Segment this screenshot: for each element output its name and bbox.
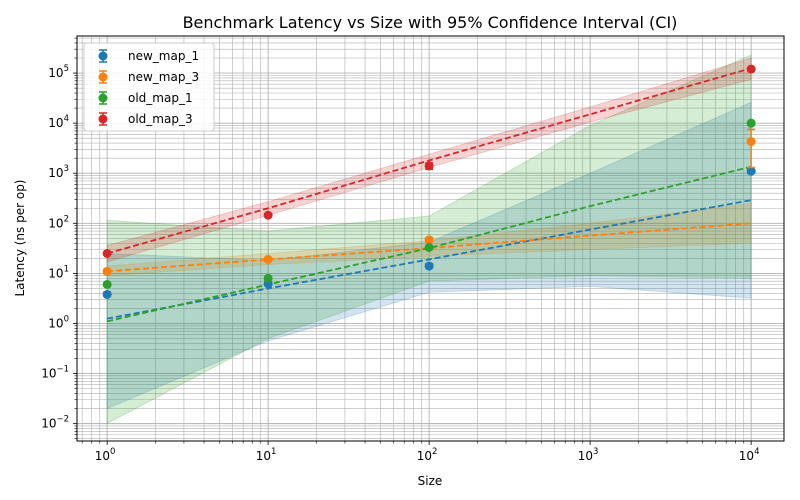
data-points <box>102 64 756 299</box>
data-point-old_map_1 <box>746 118 756 128</box>
legend-label-new_map_1: new_map_1 <box>128 49 199 63</box>
fit-lines <box>106 67 752 323</box>
fit-line-new_map_1 <box>106 199 752 320</box>
data-point-new_map_1 <box>102 289 112 299</box>
legend-label-old_map_3: old_map_3 <box>128 112 193 126</box>
fit-line-old_map_3 <box>106 67 752 255</box>
legend-label-new_map_3: new_map_3 <box>128 70 199 84</box>
ci-band-new_map_1 <box>106 101 752 410</box>
y-axis-label: Latency (ns per op) <box>13 180 27 297</box>
x-axis-label: Size <box>418 474 443 488</box>
data-point-old_map_3 <box>424 161 434 171</box>
chart-title: Benchmark Latency vs Size with 95% Confi… <box>183 13 678 32</box>
legend-marker-new_map_1 <box>98 51 108 61</box>
legend: new_map_1 new_map_3 old_map_1 old_map_3 <box>83 42 215 132</box>
fit-line-old_map_1 <box>106 165 752 323</box>
data-point-new_map_3 <box>263 254 273 264</box>
data-point-old_map_3 <box>263 210 273 220</box>
data-point-new_map_1 <box>746 166 756 176</box>
data-point-new_map_3 <box>424 235 434 245</box>
data-point-old_map_1 <box>102 280 112 290</box>
legend-label-old_map_1: old_map_1 <box>128 91 193 105</box>
data-point-new_map_1 <box>424 261 434 271</box>
legend-marker-new_map_3 <box>98 72 108 82</box>
legend-box <box>83 42 215 132</box>
data-point-old_map_3 <box>746 64 756 74</box>
legend-marker-old_map_3 <box>98 114 108 124</box>
data-point-old_map_3 <box>102 248 112 258</box>
data-point-old_map_1 <box>263 273 273 283</box>
data-point-new_map_3 <box>746 137 756 147</box>
legend-marker-old_map_1 <box>98 93 108 103</box>
data-point-new_map_3 <box>102 266 112 276</box>
data-point-old_map_1 <box>424 242 434 252</box>
